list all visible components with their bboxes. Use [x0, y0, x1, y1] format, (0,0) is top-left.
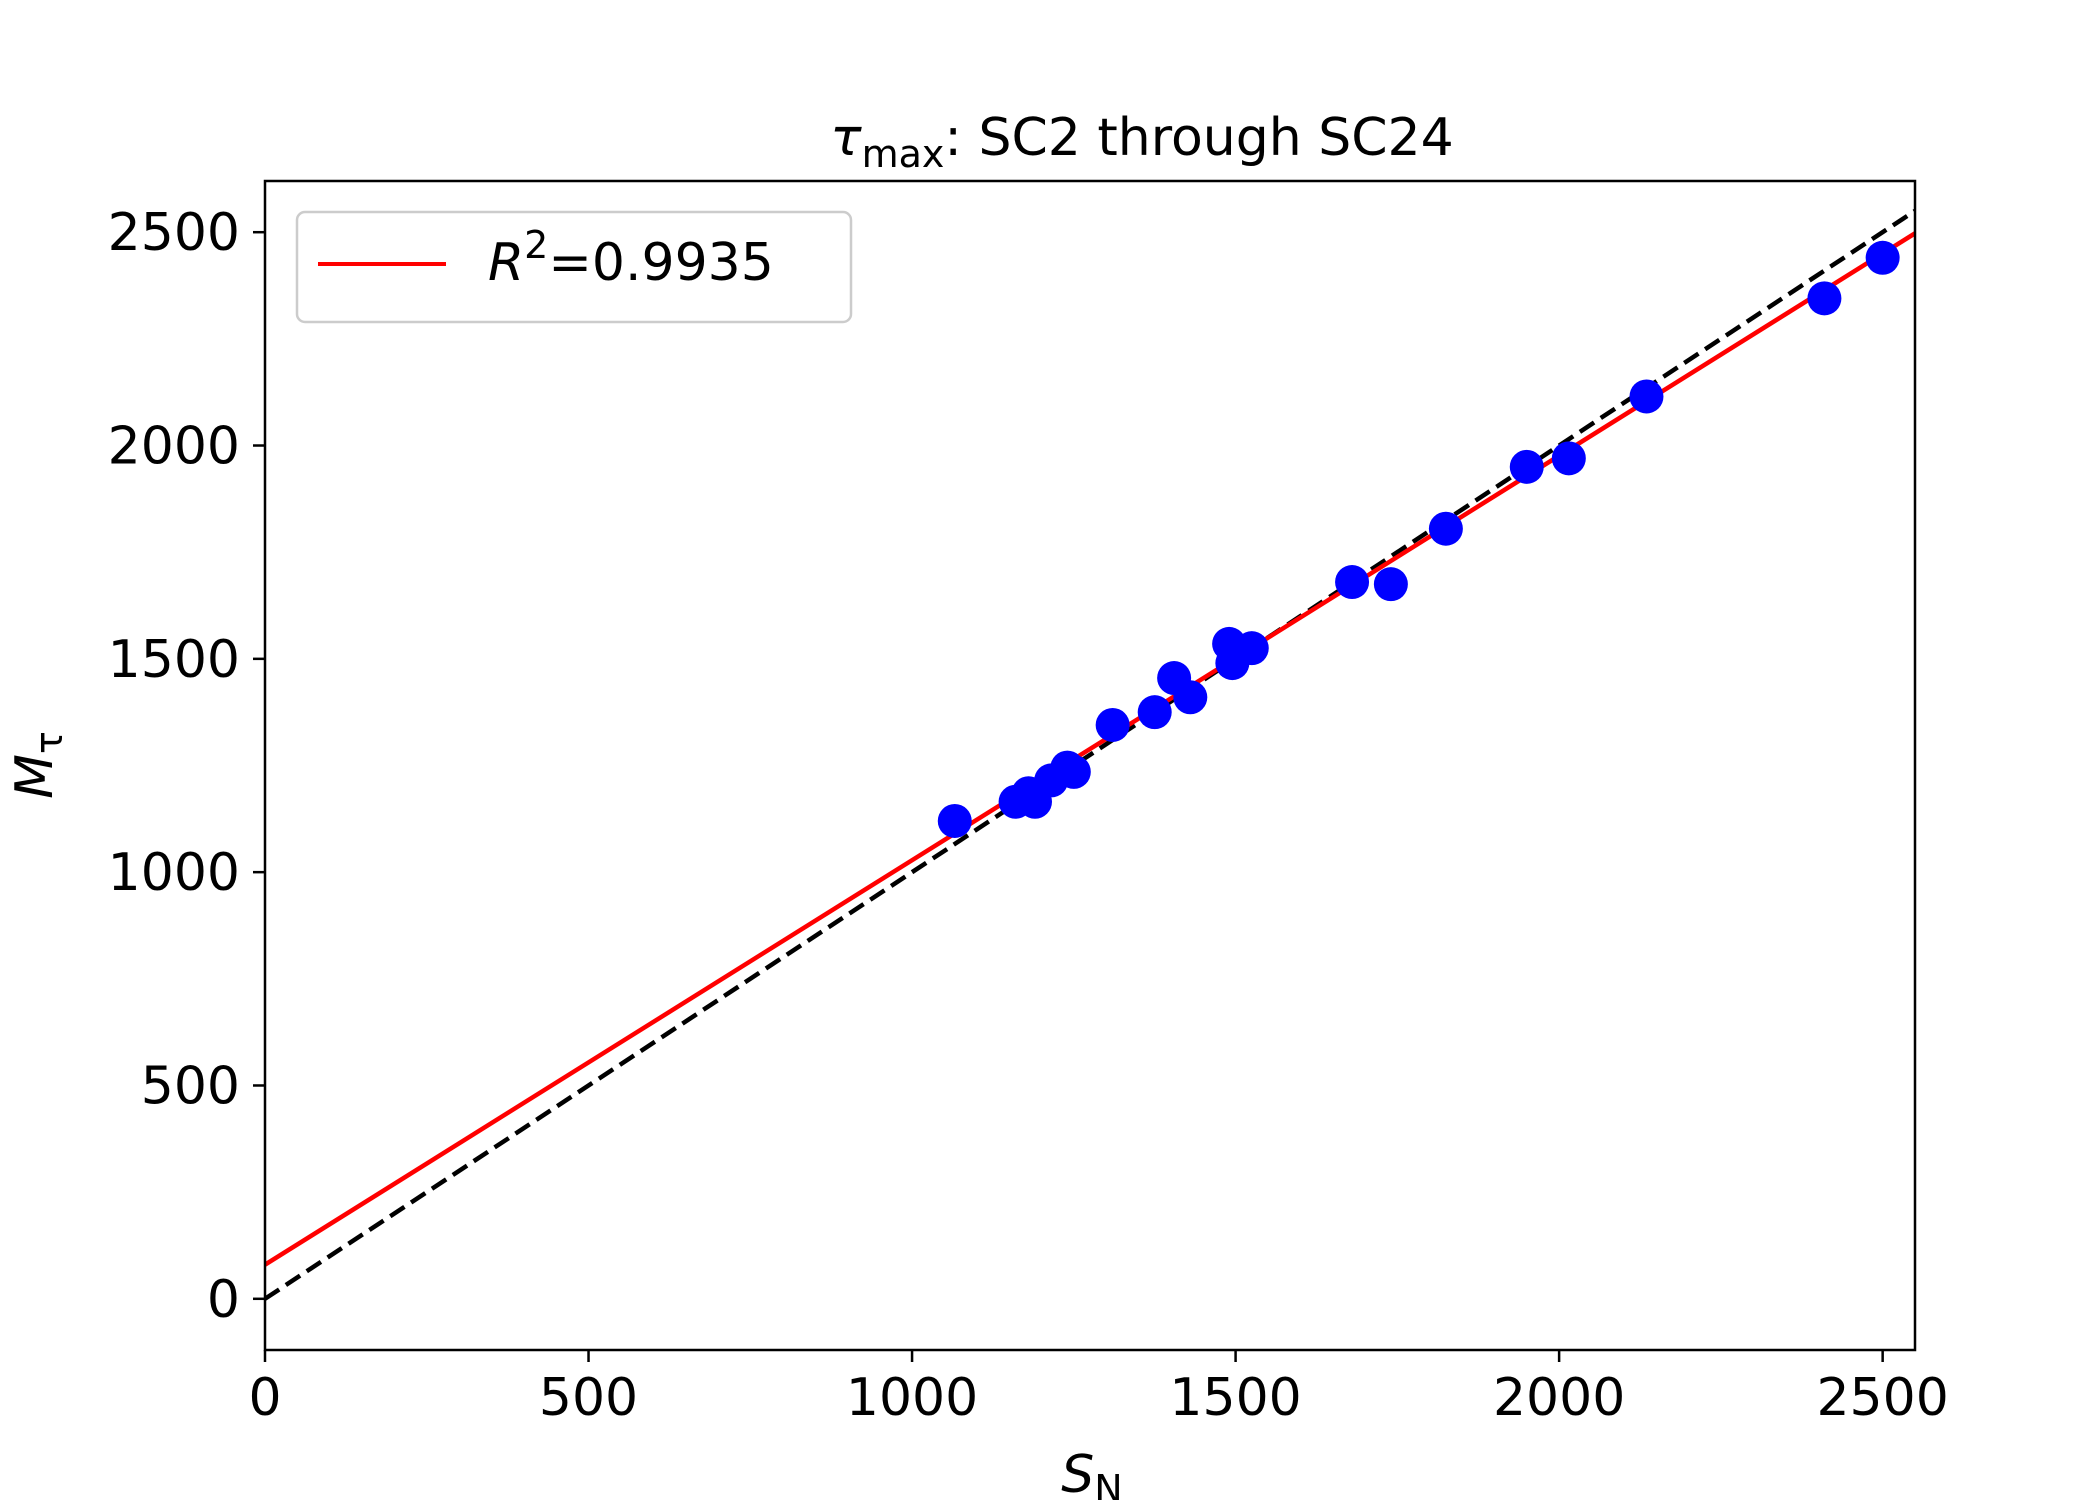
legend-fit-line-label: R2=0.9935	[488, 223, 774, 293]
y-tick-label: 0	[207, 1270, 240, 1330]
chart-title: τmax: SC2 through SC24	[830, 108, 1453, 176]
lines-layer	[265, 208, 1915, 1301]
data-point	[1509, 449, 1544, 484]
data-point	[1137, 695, 1172, 730]
x-tick-label: 0	[248, 1368, 281, 1428]
legend: R2=0.9935	[295, 210, 853, 324]
data-point	[1335, 565, 1370, 600]
x-tick-label: 500	[539, 1368, 638, 1428]
data-point	[1173, 680, 1208, 715]
y-tick-label: 2500	[108, 203, 240, 263]
data-point	[1629, 379, 1664, 414]
legend-box	[295, 210, 853, 324]
data-point	[1551, 441, 1586, 476]
x-tick-label: 1000	[846, 1368, 978, 1428]
y-axis: 0 500 1000 1500 2000 2500	[108, 203, 265, 1330]
data-point	[937, 803, 972, 838]
x-axis: 0 500 1000 1500 2000 2500	[248, 1350, 1949, 1428]
data-point	[1095, 707, 1130, 742]
y-tick-label: 500	[141, 1056, 240, 1116]
points-layer	[937, 240, 1900, 838]
fit-line	[265, 231, 1915, 1267]
y-tick-label: 1000	[108, 843, 240, 903]
data-point	[1807, 281, 1842, 316]
data-point	[1234, 631, 1269, 666]
x-axis-label: SN	[1061, 1445, 1122, 1500]
plot-frame	[263, 179, 1917, 1352]
y-axis-label: Mτ	[5, 731, 71, 799]
y-tick-label: 2000	[108, 417, 240, 477]
x-tick-label: 2000	[1493, 1368, 1625, 1428]
data-point	[1373, 567, 1408, 602]
identity-line	[265, 208, 1915, 1301]
data-point	[1428, 511, 1463, 546]
y-tick-label: 1500	[108, 630, 240, 690]
data-point	[1056, 754, 1091, 789]
x-tick-label: 1500	[1169, 1368, 1301, 1428]
x-tick-label: 2500	[1816, 1368, 1948, 1428]
data-point	[1865, 240, 1900, 275]
